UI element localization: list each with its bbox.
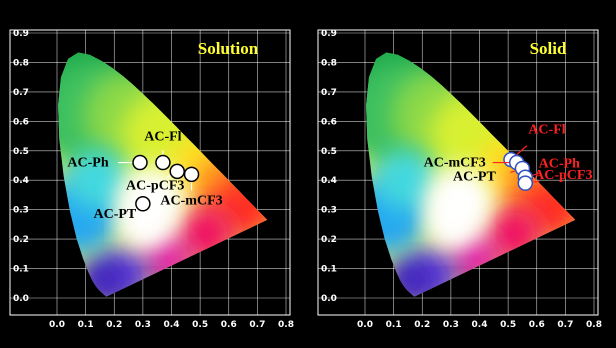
y-tick-label: 0.4 <box>321 176 337 186</box>
y-tick-label: 0.1 <box>13 265 29 275</box>
y-tick-label: 0.9 <box>321 29 337 39</box>
x-tick-label: 0.1 <box>78 320 94 330</box>
axis-ticks: 0.0 0.1 0.2 0.3 0.4 0.5 0.6 0.7 0.8 0.0 0.1 0.2 0.3 0… <box>321 29 602 330</box>
x-tick-label: 0.5 <box>192 320 208 330</box>
point-label: AC-Fl <box>528 123 565 138</box>
cie-horseshoe <box>58 52 268 297</box>
data-point <box>169 163 185 180</box>
y-tick-label: 0.3 <box>13 206 29 216</box>
x-tick-label: 0.1 <box>386 320 402 330</box>
point-label: AC-pCF3 <box>534 168 592 183</box>
y-tick-label: 0.5 <box>321 147 337 157</box>
panel-solution: 0.0 0.1 0.2 0.3 0.4 0.5 0.6 0.7 0.8 0.0 0.1 0.2 0.3 0… <box>9 29 294 330</box>
data-point <box>135 196 151 212</box>
horseshoe-color-blob <box>375 150 436 211</box>
y-tick-label: 0.3 <box>321 206 337 216</box>
chart-title: Solution <box>198 39 259 58</box>
x-tick-label: 0.0 <box>49 320 65 330</box>
y-tick-label: 0.4 <box>13 176 29 186</box>
x-tick-label: 0.4 <box>472 320 488 330</box>
y-tick-label: 0.2 <box>321 235 337 245</box>
axis-ticks: 0.0 0.1 0.2 0.3 0.4 0.5 0.6 0.7 0.8 0.0 0.1 0.2 0.3 0… <box>13 29 294 330</box>
point-label: AC-mCF3 <box>424 156 486 171</box>
x-tick-label: 0.7 <box>249 320 265 330</box>
y-tick-label: 0.7 <box>13 88 29 98</box>
grid <box>10 30 290 315</box>
y-tick-label: 0.6 <box>13 117 29 127</box>
data-point <box>517 175 534 191</box>
x-tick-label: 0.3 <box>135 320 151 330</box>
x-tick-label: 0.6 <box>221 320 237 330</box>
y-tick-label: 0.1 <box>321 265 337 275</box>
y-tick-label: 0.9 <box>13 29 29 39</box>
data-point <box>183 166 200 183</box>
y-tick-label: 0.6 <box>321 117 337 127</box>
point-label: AC-PT <box>453 169 496 184</box>
panel-solid: 0.0 0.1 0.2 0.3 0.4 0.5 0.6 0.7 0.8 0.0 0.1 0.2 0.3 0… <box>317 29 602 330</box>
y-tick-label: 0.8 <box>13 58 29 68</box>
x-tick-label: 0.8 <box>586 320 602 330</box>
point-label: AC-pCF3 <box>126 178 184 193</box>
point-label: AC-PT <box>93 207 136 222</box>
y-tick-label: 0.8 <box>321 58 337 68</box>
x-tick-label: 0.5 <box>500 320 516 330</box>
y-tick-label: 0.7 <box>321 88 337 98</box>
x-tick-label: 0.4 <box>164 320 180 330</box>
x-tick-label: 0.0 <box>357 320 373 330</box>
point-label: AC-Fl <box>144 130 181 145</box>
point-label: AC-mCF3 <box>160 193 222 208</box>
point-label: AC-Ph <box>539 156 580 171</box>
x-tick-label: 0.3 <box>443 320 459 330</box>
x-tick-label: 0.2 <box>414 320 430 330</box>
x-tick-label: 0.7 <box>557 320 573 330</box>
point-label: AC-Ph <box>67 156 108 171</box>
y-tick-label: 0.5 <box>13 147 29 157</box>
x-tick-label: 0.8 <box>278 320 294 330</box>
x-tick-label: 0.2 <box>106 320 122 330</box>
data-point <box>132 154 148 171</box>
horseshoe-color-blob <box>427 198 480 251</box>
chart-title: Solid <box>530 39 567 58</box>
y-tick-label: 0.0 <box>13 294 29 304</box>
y-tick-label: 0.2 <box>13 235 29 245</box>
horseshoe-color-blob <box>67 150 128 211</box>
data-point <box>155 154 171 171</box>
x-tick-label: 0.6 <box>529 320 545 330</box>
y-tick-label: 0.0 <box>321 294 337 304</box>
horseshoe-color-blob <box>119 198 172 251</box>
